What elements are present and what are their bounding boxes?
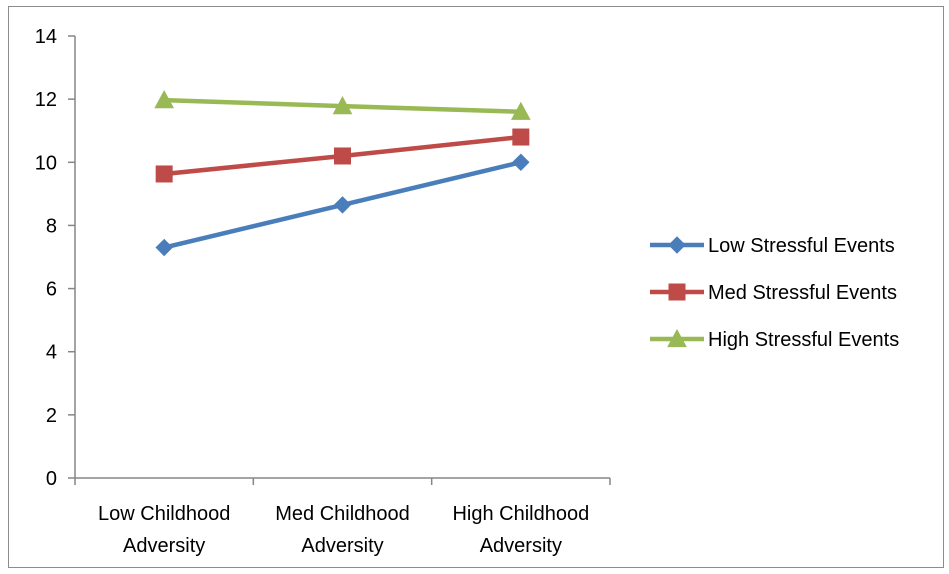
y-axis-ticks: 0 2 4 6 8 10 12 14: [35, 26, 75, 490]
legend-item: High Stressful Events: [650, 328, 899, 351]
y-tick-label: 2: [46, 405, 57, 427]
data-point-marker: [512, 128, 530, 146]
x-category-label: Low Childhood: [98, 503, 230, 525]
data-point-marker: [510, 101, 531, 120]
data-point-marker: [332, 96, 353, 115]
series-1: [155, 153, 530, 257]
legend-marker: [667, 328, 687, 348]
series-layer: [154, 90, 531, 257]
legend-item: Med Stressful Events: [650, 282, 897, 304]
data-point-marker: [334, 147, 351, 165]
data-point-marker: [154, 90, 175, 109]
legend-label: High Stressful Events: [708, 329, 899, 351]
data-point-marker: [155, 165, 173, 183]
x-category-label: Adversity: [480, 535, 562, 557]
y-tick-label: 10: [35, 152, 57, 174]
y-tick-label: 12: [35, 89, 57, 111]
legend: Low Stressful Events Med Stressful Events…: [650, 235, 899, 351]
y-tick-label: 6: [46, 279, 57, 301]
x-category-label: Adversity: [123, 535, 205, 557]
series-3: [154, 90, 531, 120]
y-tick-label: 14: [35, 26, 57, 48]
axes: [74, 36, 610, 479]
legend-label: Med Stressful Events: [708, 282, 897, 304]
y-tick-label: 8: [46, 215, 57, 237]
x-category-label: Med Childhood: [275, 503, 410, 525]
y-tick-label: 0: [46, 468, 57, 490]
legend-item: Low Stressful Events: [650, 235, 895, 257]
data-point-marker: [333, 196, 352, 214]
x-category-label: High Childhood: [452, 503, 589, 525]
legend-marker: [668, 283, 686, 301]
legend-marker: [668, 236, 686, 254]
series-2: [155, 128, 530, 183]
data-point-marker: [155, 238, 173, 257]
data-point-marker: [512, 153, 530, 171]
y-tick-label: 4: [46, 342, 57, 364]
x-category-label: Adversity: [301, 535, 383, 557]
legend-label: Low Stressful Events: [708, 235, 895, 257]
x-axis-ticks: Low Childhood Adversity Med Childhood Adver…: [74, 478, 611, 557]
